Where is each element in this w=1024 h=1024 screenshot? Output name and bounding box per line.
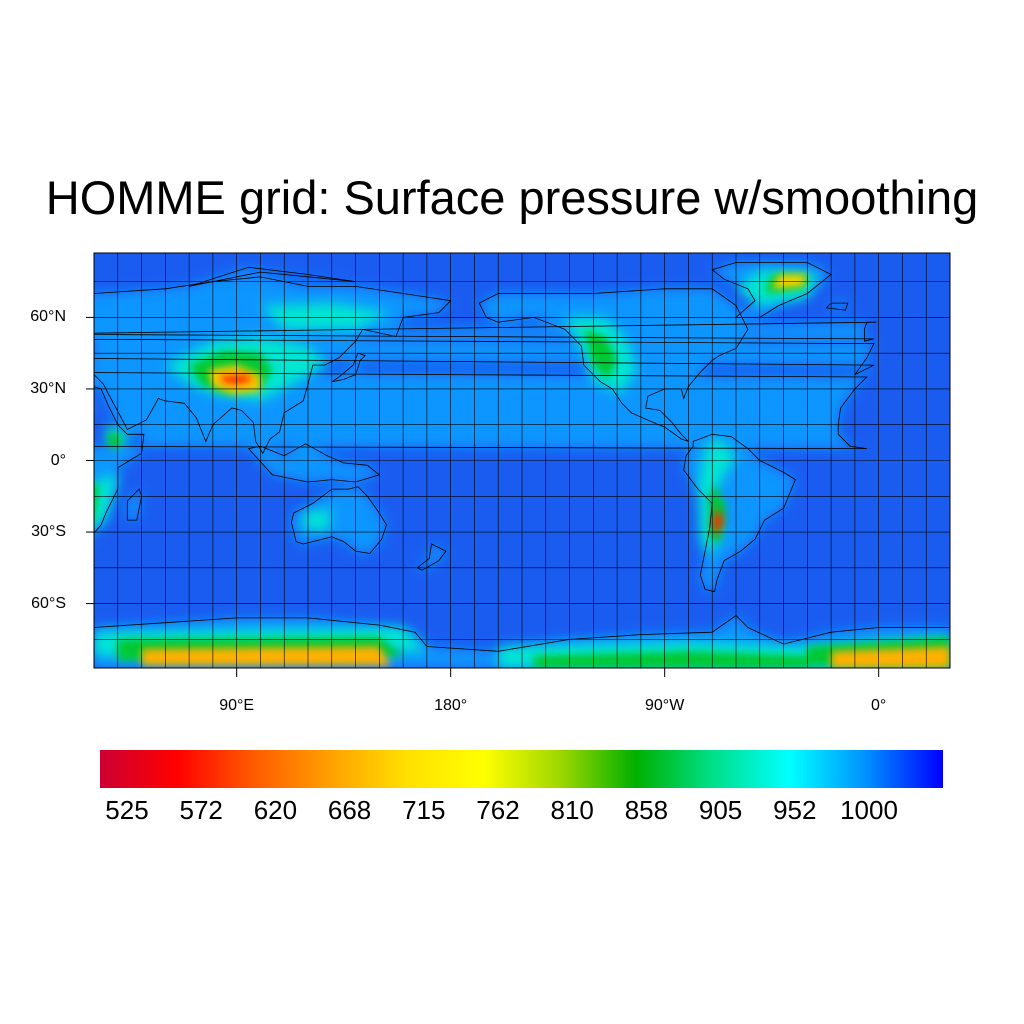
land-new-zealand [417, 544, 446, 571]
colorbar-label: 1000 [840, 795, 898, 825]
colorbar-label: 952 [773, 795, 817, 825]
plateau-layer [141, 274, 950, 668]
land-africa [94, 372, 867, 534]
highland-region [533, 651, 808, 668]
colorbar-label: 668 [327, 795, 372, 825]
coastline-iceland [825, 302, 849, 311]
colorbar-label: 620 [253, 795, 298, 825]
coastline-greenland [711, 262, 832, 318]
coastline-africa [94, 372, 868, 534]
coastline-madagascar [126, 488, 143, 521]
colorbar-label: 715 [402, 795, 446, 825]
lon-tick-label: 90°E [219, 697, 255, 714]
lat-tick-label: 60°N [30, 308, 66, 326]
lat-tick-label: 30°N [30, 379, 66, 397]
land-indonesia [248, 443, 380, 482]
elevated-region [260, 303, 392, 330]
colorbar-label: 905 [698, 795, 743, 825]
coastline-indonesia [247, 443, 381, 483]
lat-tick-label: 30°S [31, 523, 66, 541]
lon-tick-label: 180° [434, 697, 468, 714]
coastline-south-america [683, 433, 796, 593]
axis-ticks [86, 316, 880, 677]
elevated-region [94, 472, 118, 527]
lon-tick-label: 0° [871, 697, 887, 714]
colorbar-label: 858 [624, 795, 669, 825]
antarctic-plateau-east [141, 646, 392, 666]
elevated-region [303, 508, 332, 533]
andes-peak [712, 508, 725, 537]
elevated-region [698, 436, 736, 556]
highland-region [94, 484, 99, 521]
antarctic-plateau-west [831, 646, 950, 668]
lat-tick-label: 0° [50, 451, 66, 469]
coastline-australia [290, 486, 387, 554]
pressure-field [94, 253, 950, 668]
colorbar [100, 750, 943, 788]
plot-title: HOMME grid: Surface pressure w/smoothing [45, 171, 979, 224]
coastline-japan [331, 352, 366, 383]
lat-tick-label: 60°S [31, 594, 66, 612]
graticule [94, 253, 950, 668]
land-australia [291, 486, 387, 554]
colorbar-label: 572 [179, 795, 223, 825]
coastline-uk [94, 321, 877, 342]
colorbar-label: 762 [476, 795, 520, 825]
colorbar-label: 810 [550, 795, 594, 825]
colorbar-label: 525 [105, 795, 149, 825]
highland-region [108, 431, 123, 449]
land-uk [94, 322, 877, 342]
coastline-new-zealand [416, 543, 447, 571]
lon-tick-label: 90°W [645, 697, 685, 714]
coastline-north-america [478, 288, 749, 442]
